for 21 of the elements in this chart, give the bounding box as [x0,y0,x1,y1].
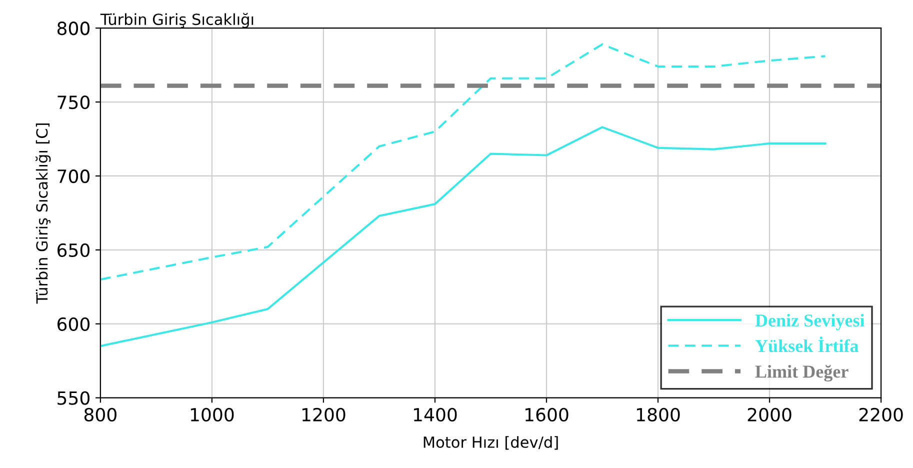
y-tick-label: 600 [58,317,90,331]
line-series [100,43,826,281]
y-axis-title: Türbin Giriş Sıcaklığı [C] [36,123,51,304]
x-tick-label: 2000 [748,408,792,422]
y-tick-label: 550 [58,391,90,405]
x-tick-label: 1800 [637,408,680,422]
x-tick-label: 800 [84,408,116,422]
y-tick-label: 750 [58,95,90,110]
legend-label: Deniz Seviyesi [755,314,865,330]
x-tick-label: 1400 [414,408,457,422]
legend-label: Yüksek İrtifa [755,336,859,352]
x-axis-title: Motor Hızı [dev/d] [424,436,558,450]
x-tick-label: 1600 [526,408,568,422]
x-tick-label: 1200 [302,408,346,422]
chart-title: Türbin Giriş Sıcaklığı [100,12,254,28]
y-tick-label: 650 [58,243,90,258]
legend-label: Limit Değer [755,364,848,382]
y-tick-label: 800 [57,22,90,36]
y-tick-label: 700 [58,169,90,184]
x-tick-label: 2200 [859,408,903,422]
x-tick-label: 1000 [190,408,234,422]
